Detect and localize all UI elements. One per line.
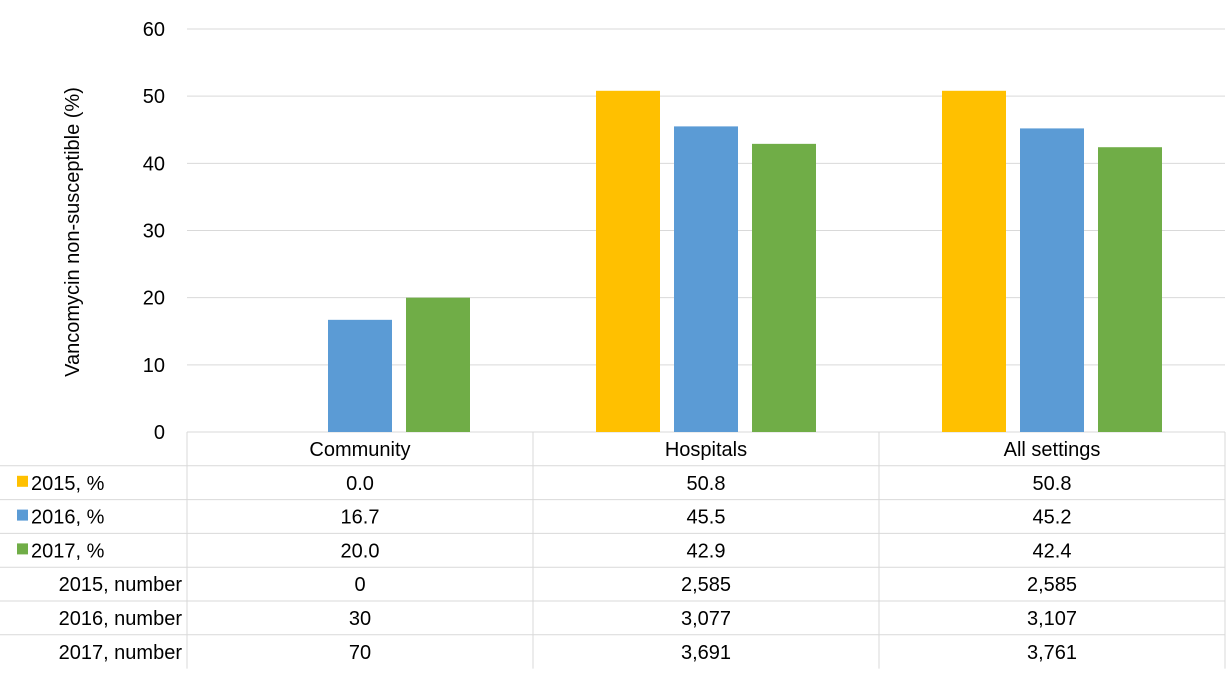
table-row-label: 2015, % [31, 473, 105, 495]
legend-swatch [17, 475, 28, 487]
y-tick-label: 20 [143, 288, 165, 310]
y-tick-label: 60 [143, 19, 165, 41]
bars [328, 90, 1162, 433]
table-cell: 42.4 [1033, 540, 1072, 562]
table-cell: 50.8 [687, 473, 726, 495]
table-cell: 70 [349, 642, 371, 664]
table-cell: 16.7 [341, 507, 380, 529]
x-tick-label: All settings [1004, 439, 1101, 461]
x-tick-label: Hospitals [665, 439, 747, 461]
table-row-label: 2017, % [31, 540, 105, 562]
table-cell: 45.2 [1033, 507, 1072, 529]
table-row-label: 2017, number [59, 642, 183, 664]
bar [1020, 128, 1084, 432]
y-tick-label: 0 [154, 422, 165, 444]
y-axis-label: Vancomycin non-susceptible (%) [62, 87, 84, 377]
x-tick-label: Community [309, 439, 410, 461]
bar [942, 90, 1006, 432]
y-tick-label: 30 [143, 221, 165, 243]
table-cell: 3,077 [681, 608, 731, 630]
table-cell: 20.0 [341, 540, 380, 562]
table-cell: 45.5 [687, 507, 726, 529]
y-tick-label: 10 [143, 355, 165, 377]
data-table: Community Hospitals All settings 2015, % 0.0… [0, 432, 1226, 669]
bar [752, 143, 816, 433]
table-row-label: 2016, number [59, 608, 183, 630]
bar [674, 126, 738, 433]
y-axis: 0 10 20 30 40 50 60 [143, 19, 165, 444]
table-cell: 3,107 [1027, 608, 1077, 630]
table-cell: 42.9 [687, 540, 726, 562]
table-cell: 0.0 [346, 473, 374, 495]
bar [596, 90, 660, 432]
legend-swatch [17, 543, 28, 555]
table-cell: 0 [354, 574, 365, 596]
legend-swatch [17, 509, 28, 521]
bar [328, 319, 392, 432]
table-cell: 3,691 [681, 642, 731, 664]
table-cell: 50.8 [1033, 473, 1072, 495]
y-tick-label: 50 [143, 86, 165, 108]
table-cell: 2,585 [1027, 574, 1077, 596]
bar [406, 297, 470, 432]
table-cell: 2,585 [681, 574, 731, 596]
table-row-label: 2016, % [31, 507, 105, 529]
bar [1098, 147, 1162, 433]
table-cell: 30 [349, 608, 371, 630]
table-cell: 3,761 [1027, 642, 1077, 664]
table-row-label: 2015, number [59, 574, 183, 596]
y-tick-label: 40 [143, 153, 165, 175]
